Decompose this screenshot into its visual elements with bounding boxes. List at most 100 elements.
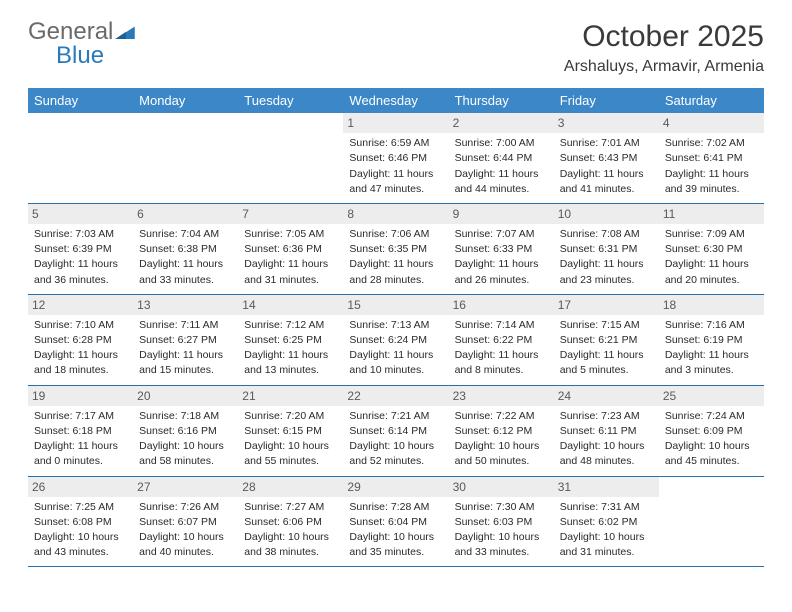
calendar-cell: 28Sunrise: 7:27 AMSunset: 6:06 PMDayligh… <box>238 476 343 567</box>
day-number: 13 <box>133 295 238 315</box>
sunset-text: Sunset: 6:04 PM <box>349 515 442 529</box>
daylight-line2: and 8 minutes. <box>455 363 548 377</box>
day-content: Sunrise: 7:31 AMSunset: 6:02 PMDaylight:… <box>560 500 653 560</box>
daylight-line1: Daylight: 10 hours <box>349 439 442 453</box>
daylight-line2: and 18 minutes. <box>34 363 127 377</box>
day-number: 5 <box>28 204 133 224</box>
day-number: 11 <box>659 204 764 224</box>
sunrise-text: Sunrise: 7:08 AM <box>560 227 653 241</box>
daylight-line1: Daylight: 11 hours <box>244 348 337 362</box>
sunrise-text: Sunrise: 7:00 AM <box>455 136 548 150</box>
calendar-cell: 20Sunrise: 7:18 AMSunset: 6:16 PMDayligh… <box>133 385 238 476</box>
calendar-cell: 25Sunrise: 7:24 AMSunset: 6:09 PMDayligh… <box>659 385 764 476</box>
day-number: 1 <box>343 113 448 133</box>
header: GeneralBlue October 2025 Arshaluys, Arma… <box>28 20 764 76</box>
calendar-cell: 23Sunrise: 7:22 AMSunset: 6:12 PMDayligh… <box>449 385 554 476</box>
calendar-cell: 5 Sunrise: 7:03 AMSunset: 6:39 PMDaylight… <box>28 203 133 294</box>
daylight-line1: Daylight: 11 hours <box>560 348 653 362</box>
calendar-cell-empty <box>28 113 133 203</box>
calendar-cell: 12Sunrise: 7:10 AMSunset: 6:28 PMDayligh… <box>28 294 133 385</box>
day-number: 31 <box>554 477 659 497</box>
daylight-line1: Daylight: 11 hours <box>139 257 232 271</box>
daylight-line1: Daylight: 11 hours <box>455 348 548 362</box>
calendar-cell: 1Sunrise: 6:59 AMSunset: 6:46 PMDaylight… <box>343 113 448 203</box>
calendar-cell: 18 Sunrise: 7:16 AMSunset: 6:19 PMDayligh… <box>659 294 764 385</box>
calendar-cell: 13 Sunrise: 7:11 AMSunset: 6:27 PMDayligh… <box>133 294 238 385</box>
sunrise-text: Sunrise: 7:02 AM <box>665 136 758 150</box>
sunrise-text: Sunrise: 7:01 AM <box>560 136 653 150</box>
daylight-line1: Daylight: 10 hours <box>139 530 232 544</box>
daylight-line2: and 28 minutes. <box>349 273 442 287</box>
sunrise-text: Sunrise: 7:23 AM <box>560 409 653 423</box>
calendar-cell: 2Sunrise: 7:00 AMSunset: 6:44 PMDaylight… <box>449 113 554 203</box>
sunset-text: Sunset: 6:44 PM <box>455 151 548 165</box>
sunset-text: Sunset: 6:43 PM <box>560 151 653 165</box>
month-title: October 2025 <box>564 20 764 54</box>
calendar-cell: 3Sunrise: 7:01 AMSunset: 6:43 PMDaylight… <box>554 113 659 203</box>
daylight-line2: and 5 minutes. <box>560 363 653 377</box>
sunrise-text: Sunrise: 7:16 AM <box>665 318 758 332</box>
day-content: Sunrise: 7:02 AMSunset: 6:41 PMDaylight:… <box>665 136 758 196</box>
daylight-line2: and 35 minutes. <box>349 545 442 559</box>
sunrise-text: Sunrise: 7:28 AM <box>349 500 442 514</box>
calendar-row: 12Sunrise: 7:10 AMSunset: 6:28 PMDayligh… <box>28 294 764 385</box>
calendar-cell: 24Sunrise: 7:23 AMSunset: 6:11 PMDayligh… <box>554 385 659 476</box>
calendar-table: Sunday Monday Tuesday Wednesday Thursday… <box>28 88 764 567</box>
sunrise-text: Sunrise: 7:17 AM <box>34 409 127 423</box>
daylight-line2: and 33 minutes. <box>139 273 232 287</box>
day-content: Sunrise: 7:03 AMSunset: 6:39 PMDaylight:… <box>34 227 127 287</box>
sunrise-text: Sunrise: 7:30 AM <box>455 500 548 514</box>
day-content: Sunrise: 7:22 AMSunset: 6:12 PMDaylight:… <box>455 409 548 469</box>
sunrise-text: Sunrise: 7:15 AM <box>560 318 653 332</box>
daylight-line1: Daylight: 11 hours <box>665 348 758 362</box>
sunset-text: Sunset: 6:41 PM <box>665 151 758 165</box>
calendar-cell: 16Sunrise: 7:14 AMSunset: 6:22 PMDayligh… <box>449 294 554 385</box>
sunset-text: Sunset: 6:19 PM <box>665 333 758 347</box>
sunset-text: Sunset: 6:25 PM <box>244 333 337 347</box>
day-number: 30 <box>449 477 554 497</box>
page-root: GeneralBlue October 2025 Arshaluys, Arma… <box>0 0 792 587</box>
day-number: 10 <box>554 204 659 224</box>
weekday-header: Friday <box>554 88 659 113</box>
daylight-line1: Daylight: 11 hours <box>34 439 127 453</box>
day-number: 18 <box>659 295 764 315</box>
daylight-line2: and 31 minutes. <box>244 273 337 287</box>
day-content: Sunrise: 7:27 AMSunset: 6:06 PMDaylight:… <box>244 500 337 560</box>
day-number: 4 <box>659 113 764 133</box>
day-content: Sunrise: 7:11 AMSunset: 6:27 PMDaylight:… <box>139 318 232 378</box>
sunset-text: Sunset: 6:09 PM <box>665 424 758 438</box>
calendar-row: 5 Sunrise: 7:03 AMSunset: 6:39 PMDaylight… <box>28 203 764 294</box>
daylight-line2: and 50 minutes. <box>455 454 548 468</box>
calendar-cell: 30Sunrise: 7:30 AMSunset: 6:03 PMDayligh… <box>449 476 554 567</box>
daylight-line2: and 43 minutes. <box>34 545 127 559</box>
day-content: Sunrise: 7:20 AMSunset: 6:15 PMDaylight:… <box>244 409 337 469</box>
sunrise-text: Sunrise: 7:18 AM <box>139 409 232 423</box>
sunrise-text: Sunrise: 7:05 AM <box>244 227 337 241</box>
daylight-line1: Daylight: 10 hours <box>560 439 653 453</box>
daylight-line1: Daylight: 10 hours <box>665 439 758 453</box>
daylight-line1: Daylight: 10 hours <box>455 439 548 453</box>
day-number: 2 <box>449 113 554 133</box>
daylight-line2: and 48 minutes. <box>560 454 653 468</box>
day-content: Sunrise: 7:07 AMSunset: 6:33 PMDaylight:… <box>455 227 548 287</box>
day-content: Sunrise: 7:23 AMSunset: 6:11 PMDaylight:… <box>560 409 653 469</box>
day-number: 22 <box>343 386 448 406</box>
daylight-line2: and 36 minutes. <box>34 273 127 287</box>
day-content: Sunrise: 7:25 AMSunset: 6:08 PMDaylight:… <box>34 500 127 560</box>
day-content: Sunrise: 7:08 AMSunset: 6:31 PMDaylight:… <box>560 227 653 287</box>
daylight-line1: Daylight: 11 hours <box>349 257 442 271</box>
weekday-header-row: Sunday Monday Tuesday Wednesday Thursday… <box>28 88 764 113</box>
day-number: 6 <box>133 204 238 224</box>
calendar-row: 26Sunrise: 7:25 AMSunset: 6:08 PMDayligh… <box>28 476 764 567</box>
day-number: 29 <box>343 477 448 497</box>
sunset-text: Sunset: 6:18 PM <box>34 424 127 438</box>
day-number: 27 <box>133 477 238 497</box>
sunset-text: Sunset: 6:15 PM <box>244 424 337 438</box>
sunset-text: Sunset: 6:14 PM <box>349 424 442 438</box>
sunset-text: Sunset: 6:02 PM <box>560 515 653 529</box>
day-number: 12 <box>28 295 133 315</box>
sunset-text: Sunset: 6:38 PM <box>139 242 232 256</box>
day-content: Sunrise: 7:18 AMSunset: 6:16 PMDaylight:… <box>139 409 232 469</box>
calendar-cell: 6Sunrise: 7:04 AMSunset: 6:38 PMDaylight… <box>133 203 238 294</box>
day-content: Sunrise: 7:06 AMSunset: 6:35 PMDaylight:… <box>349 227 442 287</box>
